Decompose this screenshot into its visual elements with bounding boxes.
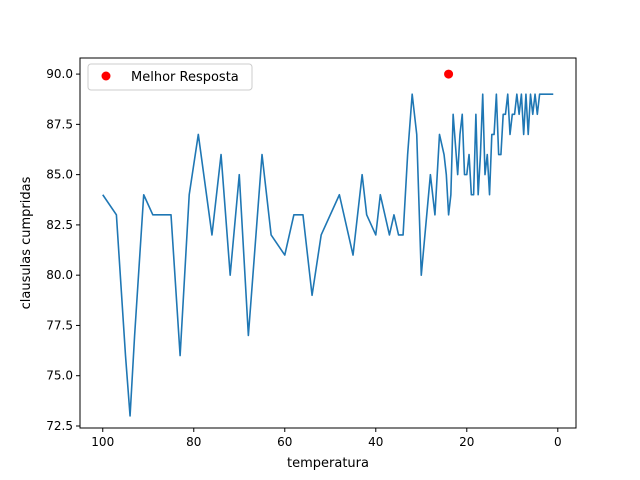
legend-marker bbox=[101, 71, 111, 81]
x-tick-label: 60 bbox=[277, 435, 292, 449]
legend-box bbox=[87, 63, 253, 91]
y-tick-label: 72.5 bbox=[46, 419, 73, 433]
y-tick-label: 80.0 bbox=[46, 268, 73, 282]
y-axis: 72.5 75.0 77.5 80.0 82.5 85.0 87.5 90.0 bbox=[46, 67, 80, 433]
y-tick-label: 75.0 bbox=[46, 369, 73, 383]
legend-label: Melhor Resposta bbox=[131, 70, 239, 85]
x-axis: 100 80 60 40 20 0 bbox=[91, 428, 562, 449]
best-answer-point bbox=[444, 69, 454, 79]
y-tick-label: 90.0 bbox=[46, 67, 73, 81]
y-axis-label: clausulas cumpridas bbox=[19, 176, 34, 309]
x-tick-label: 100 bbox=[91, 435, 114, 449]
x-tick-label: 0 bbox=[554, 435, 562, 449]
series-layer bbox=[102, 69, 554, 417]
x-tick-label: 20 bbox=[459, 435, 474, 449]
y-tick-label: 85.0 bbox=[46, 168, 73, 182]
series-line bbox=[102, 93, 554, 417]
legend: Melhor Resposta bbox=[87, 63, 253, 91]
y-tick-label: 87.5 bbox=[46, 117, 73, 131]
y-tick-label: 77.5 bbox=[46, 318, 73, 332]
x-axis-label: temperatura bbox=[287, 456, 369, 471]
plot-frame bbox=[79, 57, 577, 429]
y-tick-label: 82.5 bbox=[46, 218, 73, 232]
x-tick-label: 40 bbox=[368, 435, 383, 449]
x-tick-label: 80 bbox=[186, 435, 201, 449]
